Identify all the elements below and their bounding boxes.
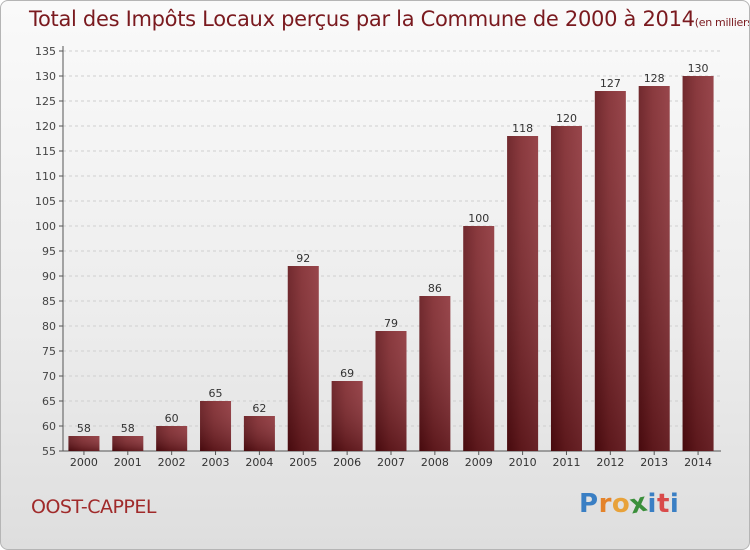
chart-title: Total des Impôts Locaux perçus par la Co… [29, 7, 750, 31]
data-label: 130 [688, 62, 709, 75]
logo-letter: i [647, 489, 657, 519]
data-label: 127 [600, 77, 621, 90]
data-label: 69 [340, 367, 354, 380]
bar-shade [331, 381, 363, 451]
y-tick-label: 55 [42, 445, 56, 458]
data-label: 86 [428, 282, 442, 295]
logo-letter: r [598, 489, 612, 519]
bar-shade [243, 416, 275, 451]
y-tick-label: 125 [35, 95, 56, 108]
y-tick-label: 90 [42, 270, 56, 283]
x-tick-label: 2014 [684, 456, 712, 469]
logo-letter: P [579, 489, 599, 519]
bar-shade [638, 86, 670, 451]
y-tick-label: 115 [35, 145, 56, 158]
bar-shade [375, 331, 407, 451]
x-tick-label: 2012 [596, 456, 624, 469]
y-tick-label: 120 [35, 120, 56, 133]
x-tick-label: 2000 [70, 456, 98, 469]
data-label: 79 [384, 317, 398, 330]
y-tick-label: 135 [35, 45, 56, 58]
data-label: 58 [121, 422, 135, 435]
x-tick-label: 2010 [509, 456, 537, 469]
data-label: 65 [209, 387, 223, 400]
bar-shade [463, 226, 495, 451]
commune-name: OOST-CAPPEL [31, 496, 156, 518]
chart-unit-note: (en milliers d'€) [694, 16, 750, 29]
bar-shade [287, 266, 319, 451]
data-label: 128 [644, 72, 665, 85]
data-label: 100 [468, 212, 489, 225]
logo-letter: i [669, 489, 680, 519]
y-tick-label: 100 [35, 220, 56, 233]
y-tick-label: 75 [42, 345, 56, 358]
x-tick-label: 2002 [158, 456, 186, 469]
y-tick-label: 80 [42, 320, 56, 333]
logo-letter: o [611, 489, 631, 519]
chart-title-text: Total des Impôts Locaux perçus par la Co… [29, 7, 695, 31]
bar-shade [200, 401, 232, 451]
bar-shade [112, 436, 144, 451]
y-tick-label: 85 [42, 295, 56, 308]
y-tick-label: 60 [42, 420, 56, 433]
y-tick-label: 65 [42, 395, 56, 408]
bar-shade [682, 76, 714, 451]
x-tick-label: 2001 [114, 456, 142, 469]
x-tick-label: 2006 [333, 456, 361, 469]
x-tick-label: 2013 [640, 456, 668, 469]
bar-shade [594, 91, 626, 451]
data-label: 58 [77, 422, 91, 435]
bar-shade [419, 296, 451, 451]
x-tick-label: 2008 [421, 456, 449, 469]
proxiti-logo: Proxiti [579, 488, 680, 521]
bar-shade [156, 426, 188, 451]
bar-shade [68, 436, 100, 451]
x-tick-label: 2007 [377, 456, 405, 469]
x-tick-label: 2003 [202, 456, 230, 469]
data-label: 60 [165, 412, 179, 425]
y-tick-label: 130 [35, 70, 56, 83]
x-tick-label: 2004 [245, 456, 273, 469]
x-tick-label: 2005 [289, 456, 317, 469]
x-tick-label: 2009 [465, 456, 493, 469]
y-tick-label: 70 [42, 370, 56, 383]
y-tick-label: 105 [35, 195, 56, 208]
data-label: 92 [296, 252, 310, 265]
bar-shade [507, 136, 539, 451]
data-label: 118 [512, 122, 533, 135]
data-label: 62 [252, 402, 266, 415]
x-tick-label: 2011 [552, 456, 580, 469]
y-tick-label: 95 [42, 245, 56, 258]
y-tick-label: 110 [35, 170, 56, 183]
bar-shade [550, 126, 582, 451]
logo-letter: t [656, 489, 670, 519]
data-label: 120 [556, 112, 577, 125]
